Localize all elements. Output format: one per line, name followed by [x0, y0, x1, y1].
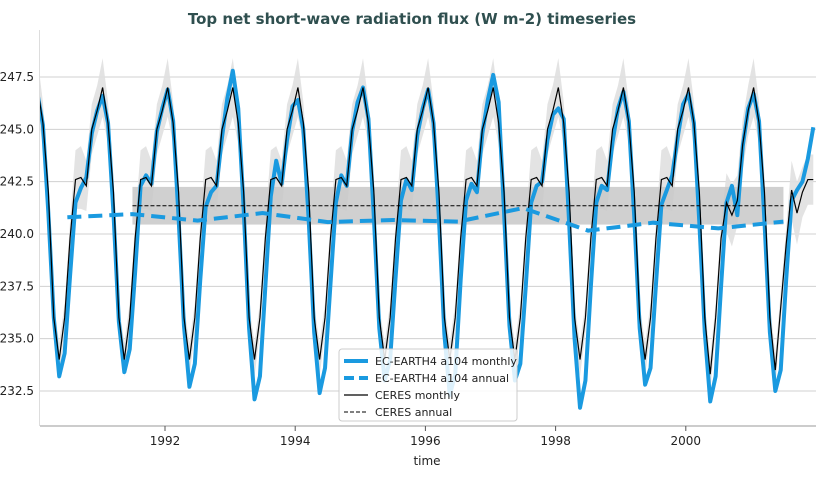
x-tick-label: 1996 — [410, 434, 441, 448]
y-tick-label: 235.0 — [0, 332, 34, 346]
y-tick-label: 232.5 — [0, 384, 34, 398]
legend-label: EC-EARTH4 a104 annual — [375, 372, 509, 385]
y-tick-label: 242.5 — [0, 175, 34, 189]
legend-label: CERES monthly — [375, 389, 460, 402]
chart-title: Top net short-wave radiation flux (W m-2… — [188, 10, 636, 28]
x-tick-label: 1992 — [150, 434, 181, 448]
y-tick-label: 237.5 — [0, 279, 34, 293]
plot-area — [40, 58, 816, 410]
x-tick-label: 2000 — [671, 434, 702, 448]
series-model-annual — [67, 205, 784, 233]
legend-label: EC-EARTH4 a104 monthly — [375, 355, 517, 368]
series-ceres-monthly — [40, 87, 814, 375]
legend: EC-EARTH4 a104 monthly EC-EARTH4 a104 ann… — [338, 348, 518, 422]
y-ticks: 232.5 235.0 237.5 240.0 242.5 245.0 247.5 — [0, 70, 34, 398]
y-tick-label: 247.5 — [0, 70, 34, 84]
legend-label: CERES annual — [375, 406, 452, 419]
y-tick-label: 245.0 — [0, 122, 34, 136]
x-tick-label: 1994 — [280, 434, 311, 448]
x-tick-label: 1998 — [540, 434, 571, 448]
x-axis-label: time — [413, 454, 440, 468]
y-tick-label: 240.0 — [0, 227, 34, 241]
x-ticks: 1992 1994 1996 1998 2000 — [150, 426, 701, 448]
legend-box — [338, 348, 518, 422]
